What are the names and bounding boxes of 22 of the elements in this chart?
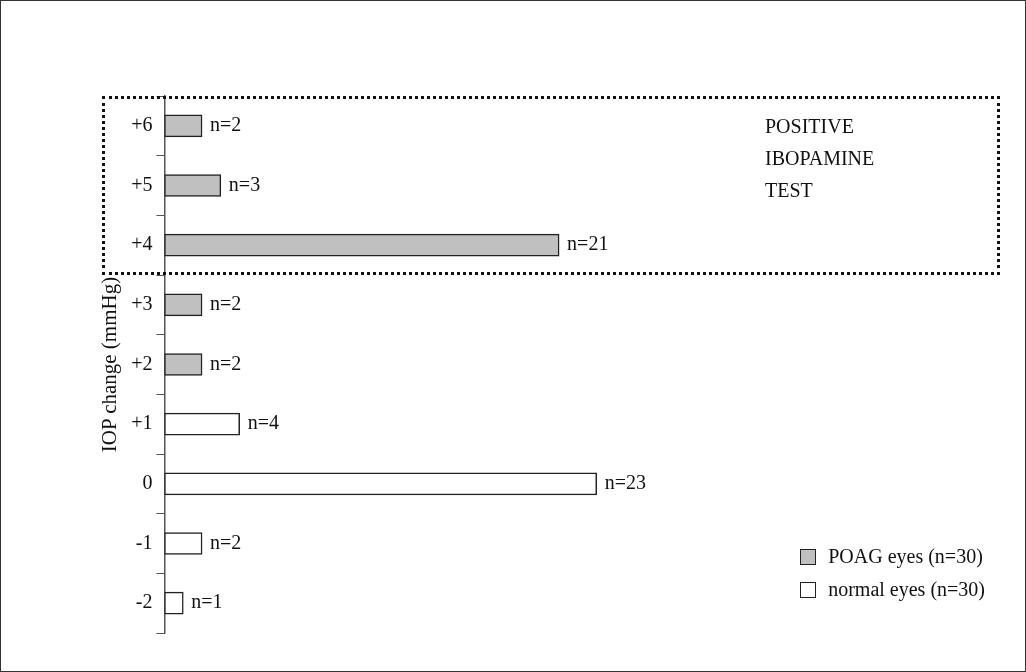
data-label: n=21 xyxy=(567,232,609,255)
legend-label: POAG eyes (n=30) xyxy=(828,545,983,568)
text: normal eyes (n=30) xyxy=(828,578,985,601)
y-axis-title: IOP change (mmHg) xyxy=(97,276,122,453)
data-label: n=2 xyxy=(210,292,242,315)
data-label: n=1 xyxy=(191,590,223,613)
y-tick-label: +4 xyxy=(131,232,153,255)
y-tick-label: +6 xyxy=(131,113,153,136)
y-tick-label: -1 xyxy=(135,530,153,553)
y-tick-label: +5 xyxy=(131,172,153,195)
y-tick-label: +2 xyxy=(131,351,153,374)
data-label: n=2 xyxy=(210,113,242,136)
text: POSITIVE IBOPAMINE TEST xyxy=(765,115,875,202)
data-label: n=3 xyxy=(228,172,261,195)
y-tick-label: -2 xyxy=(135,590,153,613)
data-label: n=2 xyxy=(210,351,242,374)
data-label: n=2 xyxy=(210,530,242,553)
data-label: n=4 xyxy=(247,411,279,434)
y-tick-label: +1 xyxy=(131,411,153,434)
y-tick-label: +3 xyxy=(131,292,153,315)
data-label: n=23 xyxy=(604,471,646,494)
y-tick-label: 0 xyxy=(142,471,153,494)
